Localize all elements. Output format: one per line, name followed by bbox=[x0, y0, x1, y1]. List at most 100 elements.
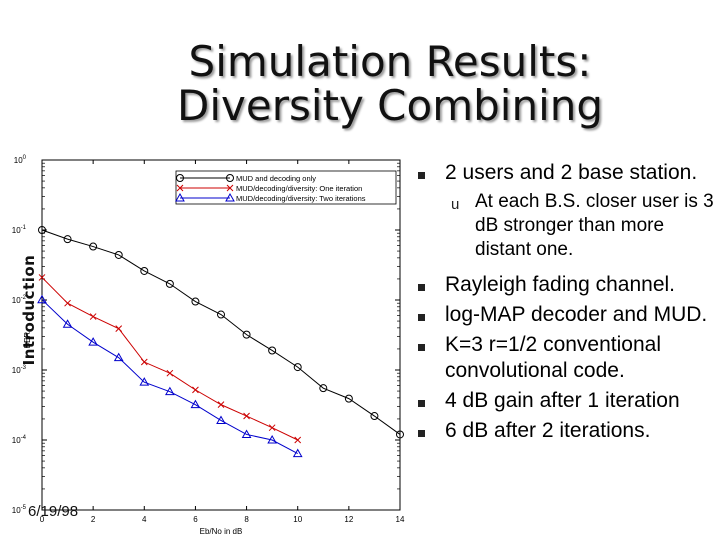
x-tick-label: 4 bbox=[142, 515, 147, 524]
legend-marker bbox=[226, 174, 234, 182]
data-point bbox=[267, 434, 278, 444]
data-point bbox=[217, 401, 225, 408]
data-point bbox=[164, 386, 175, 396]
data-point bbox=[165, 279, 174, 288]
data-point bbox=[38, 274, 46, 281]
y-tick-base: 10 bbox=[12, 436, 21, 445]
y-tick-exponent: -1 bbox=[21, 225, 27, 231]
bullet-text: Rayleigh fading channel. bbox=[445, 273, 675, 296]
data-point bbox=[370, 412, 379, 421]
y-tick-exponent: -5 bbox=[21, 505, 27, 511]
series-line bbox=[41, 229, 401, 435]
x-tick-label: 2 bbox=[91, 515, 96, 524]
data-point bbox=[89, 313, 97, 320]
legend-marker bbox=[176, 174, 184, 182]
y-tick-label: 100 bbox=[14, 155, 27, 165]
y-tick-exponent: -3 bbox=[21, 365, 27, 371]
data-point bbox=[344, 394, 353, 403]
bullet-text: 2 users and 2 base station. bbox=[445, 161, 698, 184]
x-axis-label: Eb/No in dB bbox=[200, 527, 243, 536]
chart-axes bbox=[41, 159, 401, 511]
bullet-square-icon bbox=[418, 284, 425, 291]
series-3 bbox=[37, 294, 303, 458]
data-point bbox=[62, 319, 73, 328]
data-point bbox=[243, 412, 250, 420]
y-tick-label: 10-4 bbox=[12, 435, 27, 445]
data-point bbox=[38, 226, 46, 234]
y-tick-label: 10-3 bbox=[12, 365, 27, 375]
legend-label: MUD/decoding/diversity: One iteration bbox=[236, 184, 362, 193]
sub-bullet-marker: u bbox=[451, 196, 460, 213]
bullet-square-icon bbox=[418, 344, 425, 351]
data-point bbox=[37, 294, 47, 304]
data-point bbox=[396, 430, 404, 439]
bullet-item: log-MAP decoder and MUD. bbox=[418, 302, 718, 328]
bullet-square-icon bbox=[418, 172, 425, 179]
sub-bullet-text: At each B.S. closer user is 3 dB stronge… bbox=[475, 191, 714, 260]
data-point bbox=[64, 299, 71, 307]
plot-frame bbox=[41, 159, 401, 511]
data-point bbox=[140, 266, 149, 275]
y-tick-base: 10 bbox=[12, 296, 21, 305]
bullet-item: 6 dB after 2 iterations. bbox=[418, 418, 718, 444]
bullet-square-icon bbox=[418, 314, 425, 321]
y-tick-base: 10 bbox=[12, 506, 21, 515]
bullet-text: 4 dB gain after 1 iteration bbox=[445, 389, 680, 412]
y-tick-label: 10-2 bbox=[12, 295, 27, 305]
data-point bbox=[292, 448, 303, 458]
bullet-item: 4 dB gain after 1 iteration bbox=[418, 388, 718, 414]
data-point bbox=[166, 369, 174, 377]
y-tick-exponent: -2 bbox=[21, 295, 27, 301]
y-tick-base: 10 bbox=[12, 226, 21, 235]
legend-marker bbox=[226, 184, 234, 192]
data-point bbox=[140, 358, 148, 366]
data-point bbox=[242, 330, 251, 339]
bullet-text: 6 dB after 2 iterations. bbox=[445, 419, 651, 442]
legend-label: MUD and decoding only bbox=[236, 174, 316, 183]
data-point bbox=[114, 250, 123, 259]
title-line-1: Simulation Results: bbox=[188, 37, 592, 86]
data-point bbox=[88, 337, 99, 346]
chart-series bbox=[37, 226, 404, 458]
x-tick-label: 6 bbox=[193, 515, 198, 524]
x-tick-label: 12 bbox=[344, 515, 353, 524]
slide-date: 6/19/98 bbox=[28, 503, 79, 520]
chart-axis-labels: Eb/No in dB BER bbox=[23, 332, 242, 536]
data-point bbox=[89, 242, 98, 251]
data-point bbox=[293, 363, 302, 372]
bullet-list: 2 users and 2 base station. u At each B.… bbox=[418, 160, 718, 448]
legend-label: MUD/decoding/diversity: Two iterations bbox=[236, 194, 366, 203]
bullet-item: K=3 r=1/2 conventional convolutional cod… bbox=[418, 332, 718, 384]
bullet-square-icon bbox=[418, 400, 425, 407]
y-tick-exponent: -4 bbox=[21, 435, 27, 441]
data-point bbox=[63, 235, 72, 244]
series-2 bbox=[38, 274, 302, 444]
bullet-square-icon bbox=[418, 430, 425, 437]
y-tick-label: 10-5 bbox=[12, 505, 27, 515]
bullet-item: 2 users and 2 base station. bbox=[418, 160, 718, 186]
sub-bullet: u At each B.S. closer user is 3 dB stron… bbox=[418, 190, 718, 262]
y-tick-base: 10 bbox=[12, 366, 21, 375]
chart-legend: MUD and decoding onlyMUD/decoding/divers… bbox=[175, 170, 397, 205]
bullet-item: Rayleigh fading channel. bbox=[418, 272, 718, 298]
x-tick-label: 8 bbox=[244, 515, 249, 524]
series-line bbox=[41, 277, 298, 441]
slide-title: Simulation Results: Diversity Combining bbox=[100, 40, 680, 128]
data-point bbox=[216, 415, 226, 424]
title-line-2: Diversity Combining bbox=[176, 81, 604, 130]
legend-marker bbox=[176, 184, 184, 192]
y-tick-base: 10 bbox=[14, 156, 23, 165]
data-point bbox=[191, 297, 200, 306]
data-point bbox=[113, 352, 124, 362]
legend-marker bbox=[225, 192, 235, 202]
data-point bbox=[192, 386, 199, 394]
x-tick-label: 14 bbox=[396, 515, 405, 524]
data-point bbox=[139, 377, 150, 386]
data-point bbox=[268, 346, 277, 355]
data-point bbox=[241, 429, 252, 438]
bullet-text: K=3 r=1/2 conventional convolutional cod… bbox=[445, 333, 661, 382]
series-1 bbox=[38, 226, 404, 439]
x-tick-label: 0 bbox=[40, 515, 45, 524]
